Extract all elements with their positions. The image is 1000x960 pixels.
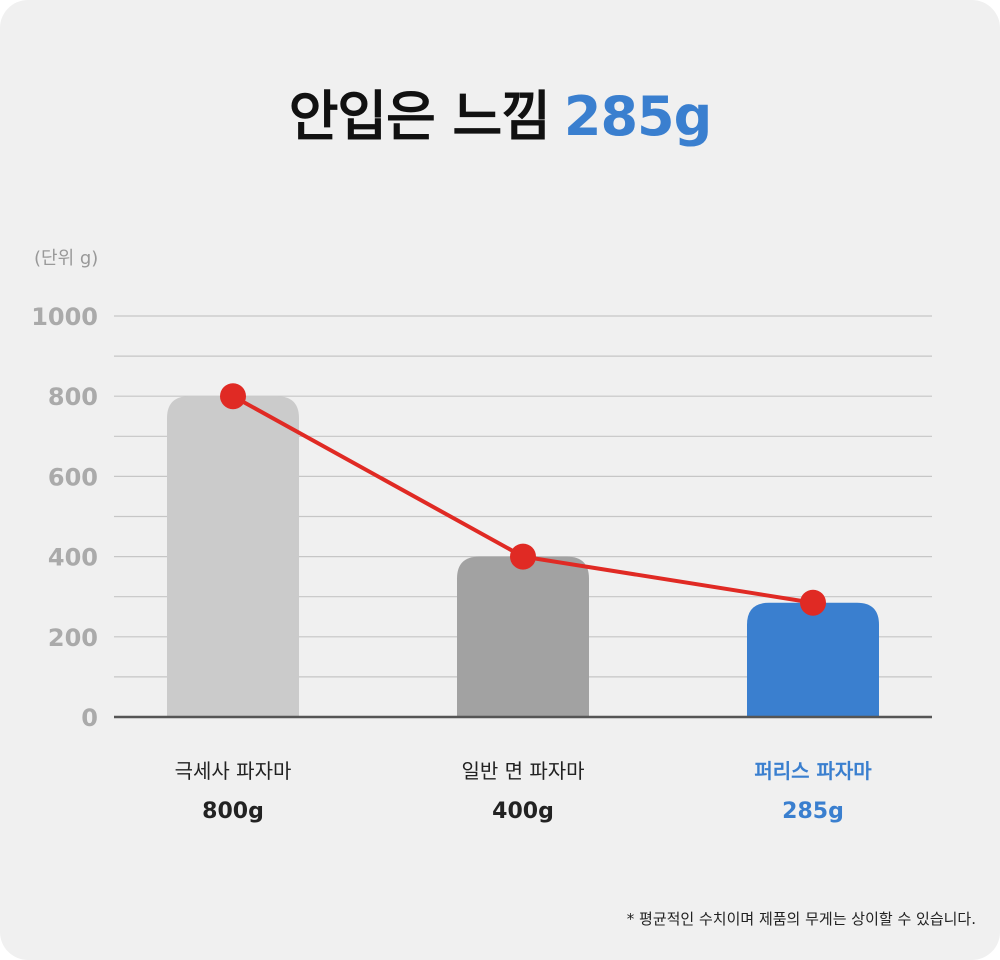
y-tick-label: 800	[48, 383, 98, 411]
page-title: 안입은 느낌 285g	[0, 72, 1000, 151]
value-label: 800g	[202, 799, 264, 824]
y-tick-label: 400	[48, 544, 98, 572]
data-point	[510, 543, 536, 570]
bar	[167, 396, 299, 717]
title-accent: 285g	[563, 85, 712, 148]
data-point	[800, 589, 826, 616]
value-label: 285g	[782, 799, 844, 824]
y-tick-label: 200	[48, 624, 98, 652]
data-point	[220, 383, 246, 410]
footnote: * 평균적인 수치이며 제품의 무게는 상이할 수 있습니다.	[626, 910, 976, 928]
y-axis-unit-label: (단위 g)	[34, 248, 99, 269]
y-tick-label: 600	[48, 463, 98, 491]
y-tick-label: 1000	[31, 303, 98, 331]
title-main: 안입은 느낌	[288, 85, 551, 148]
bar	[747, 602, 879, 717]
y-tick-label: 0	[81, 704, 98, 732]
bar	[457, 556, 589, 717]
category-label: 극세사 파자마	[175, 759, 292, 783]
category-label: 일반 면 파자마	[461, 759, 584, 783]
value-label: 400g	[492, 799, 554, 824]
category-label: 퍼리스 파자마	[754, 759, 872, 783]
